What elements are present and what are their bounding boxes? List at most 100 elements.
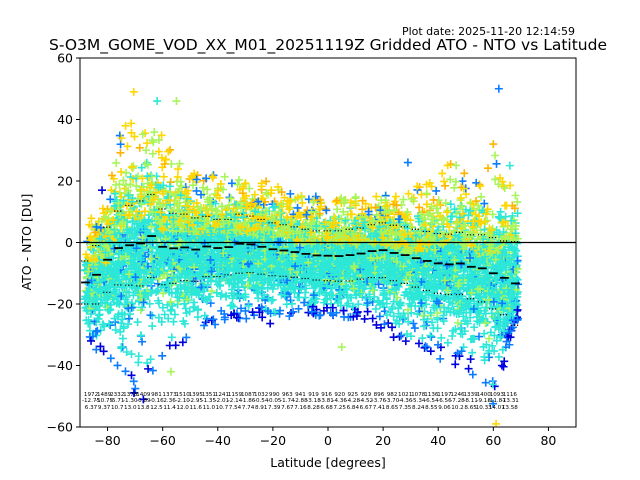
data-point <box>106 321 115 330</box>
data-point <box>448 331 457 340</box>
data-point <box>404 305 413 314</box>
data-point <box>154 296 163 305</box>
data-point <box>145 299 154 308</box>
data-point <box>203 185 212 194</box>
data-point <box>138 130 147 139</box>
data-point <box>508 211 517 220</box>
data-point <box>410 324 419 333</box>
data-point <box>397 331 406 340</box>
data-point <box>474 299 483 308</box>
data-point <box>294 304 303 313</box>
data-point <box>164 314 173 323</box>
data-point <box>128 164 137 173</box>
data-point <box>193 313 202 322</box>
data-point <box>117 167 126 176</box>
data-point <box>491 151 500 160</box>
data-point <box>443 206 452 215</box>
data-point <box>127 163 136 172</box>
data-point <box>360 314 369 323</box>
data-point <box>391 192 400 201</box>
data-point <box>250 190 259 199</box>
data-point <box>148 322 157 331</box>
data-point <box>374 296 383 305</box>
data-point <box>363 307 372 316</box>
data-point <box>372 192 381 201</box>
data-point <box>117 134 126 143</box>
data-point <box>133 318 142 327</box>
data-point <box>166 306 175 315</box>
data-point <box>173 300 182 309</box>
data-point <box>127 371 136 380</box>
data-point <box>456 194 465 203</box>
data-point <box>450 183 459 192</box>
data-point <box>124 314 133 323</box>
data-point <box>271 308 280 317</box>
data-point <box>368 314 377 323</box>
data-point <box>513 209 522 218</box>
data-point <box>111 325 120 334</box>
data-point <box>182 333 191 342</box>
data-point <box>226 209 235 218</box>
data-point <box>375 312 384 321</box>
data-point <box>419 311 428 320</box>
data-point <box>441 181 450 190</box>
data-point <box>134 352 143 361</box>
plot-date-label: Plot date: 2025-11-20 12:14:59 <box>402 25 575 38</box>
data-point <box>132 207 141 216</box>
data-point <box>497 361 506 370</box>
data-point <box>262 177 271 186</box>
data-point <box>211 320 220 329</box>
data-point <box>457 347 466 356</box>
data-point <box>148 149 157 158</box>
data-point <box>176 177 185 186</box>
data-point <box>116 140 125 149</box>
data-point <box>496 174 505 183</box>
data-point <box>227 301 236 310</box>
data-point <box>112 158 121 167</box>
data-point <box>106 354 115 363</box>
data-point <box>452 161 461 170</box>
data-point <box>389 333 398 342</box>
data-point <box>173 165 182 174</box>
data-point <box>401 337 410 346</box>
data-point <box>285 197 294 206</box>
data-point <box>499 362 508 371</box>
data-point <box>304 195 313 204</box>
data-point <box>160 310 169 319</box>
data-point <box>268 295 277 304</box>
data-point <box>143 179 152 188</box>
data-point <box>200 321 209 330</box>
data-point <box>470 323 479 332</box>
data-point <box>453 218 462 227</box>
data-point <box>266 319 275 328</box>
data-point <box>511 191 520 200</box>
data-point <box>443 338 452 347</box>
data-point <box>298 198 307 207</box>
data-point <box>468 348 477 357</box>
data-point <box>121 121 130 130</box>
data-point <box>254 294 263 303</box>
data-point <box>484 164 493 173</box>
data-point <box>428 318 437 327</box>
data-point <box>138 303 147 312</box>
data-point <box>273 182 282 191</box>
data-point <box>472 178 481 187</box>
data-point <box>442 208 451 217</box>
data-point <box>419 322 428 331</box>
data-point <box>165 182 174 191</box>
data-point <box>448 299 457 308</box>
data-point <box>289 307 298 316</box>
data-point <box>414 339 423 348</box>
data-point <box>437 333 446 342</box>
data-point <box>207 287 216 296</box>
data-point <box>166 145 175 154</box>
data-point <box>301 288 310 297</box>
data-point <box>371 304 380 313</box>
data-point <box>424 211 433 220</box>
data-point <box>135 143 144 152</box>
data-point <box>115 188 124 197</box>
data-point <box>426 347 435 356</box>
data-point <box>245 184 254 193</box>
data-point <box>480 199 489 208</box>
